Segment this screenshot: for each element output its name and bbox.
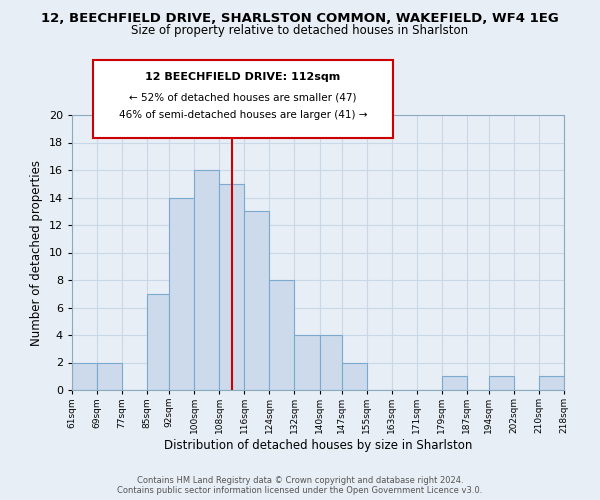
Text: Contains HM Land Registry data © Crown copyright and database right 2024.: Contains HM Land Registry data © Crown c… — [137, 476, 463, 485]
Text: 46% of semi-detached houses are larger (41) →: 46% of semi-detached houses are larger (… — [119, 110, 367, 120]
Y-axis label: Number of detached properties: Number of detached properties — [30, 160, 43, 346]
Bar — [320, 335, 341, 390]
Bar — [194, 170, 219, 390]
Bar — [295, 335, 320, 390]
Bar — [269, 280, 295, 390]
Text: 12 BEECHFIELD DRIVE: 112sqm: 12 BEECHFIELD DRIVE: 112sqm — [145, 72, 341, 83]
Text: ← 52% of detached houses are smaller (47): ← 52% of detached houses are smaller (47… — [129, 92, 357, 102]
Bar — [341, 362, 367, 390]
Bar — [219, 184, 244, 390]
Bar — [169, 198, 194, 390]
Bar — [97, 362, 122, 390]
Text: 12, BEECHFIELD DRIVE, SHARLSTON COMMON, WAKEFIELD, WF4 1EG: 12, BEECHFIELD DRIVE, SHARLSTON COMMON, … — [41, 12, 559, 26]
Text: Contains public sector information licensed under the Open Government Licence v3: Contains public sector information licen… — [118, 486, 482, 495]
Bar — [72, 362, 97, 390]
Bar — [539, 376, 564, 390]
X-axis label: Distribution of detached houses by size in Sharlston: Distribution of detached houses by size … — [164, 439, 472, 452]
Bar — [489, 376, 514, 390]
Bar — [147, 294, 169, 390]
Bar — [442, 376, 467, 390]
Bar — [244, 211, 269, 390]
Text: Size of property relative to detached houses in Sharlston: Size of property relative to detached ho… — [131, 24, 469, 37]
